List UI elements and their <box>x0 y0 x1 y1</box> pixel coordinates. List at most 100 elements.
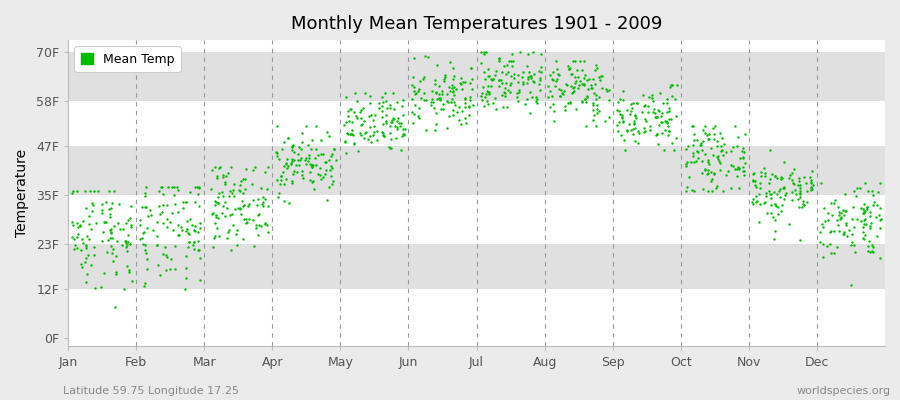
Point <box>261 164 275 170</box>
Point <box>322 132 337 139</box>
Point <box>701 167 716 173</box>
Point <box>477 103 491 110</box>
Point <box>735 155 750 162</box>
Point <box>382 144 397 150</box>
Point <box>866 244 880 250</box>
Point <box>577 58 591 64</box>
Point <box>440 98 454 105</box>
Point <box>746 171 760 177</box>
Point <box>71 224 86 230</box>
Point <box>284 161 298 167</box>
Point <box>257 219 272 226</box>
Point <box>277 163 292 170</box>
Point <box>221 170 236 176</box>
Point <box>652 90 667 96</box>
Point <box>436 76 451 82</box>
Point <box>738 130 752 137</box>
Point <box>632 130 646 136</box>
Point <box>79 243 94 250</box>
Point <box>429 61 444 68</box>
Point <box>752 190 766 197</box>
Point <box>233 211 248 217</box>
Point <box>836 207 850 213</box>
Point <box>406 74 420 80</box>
Point <box>65 190 79 196</box>
Point <box>413 78 428 84</box>
Point <box>616 97 630 103</box>
Point <box>645 109 660 115</box>
Point <box>758 172 772 179</box>
Point <box>443 58 457 65</box>
Point <box>183 189 197 196</box>
Point <box>479 90 493 97</box>
Point <box>97 219 112 225</box>
Point <box>792 175 806 181</box>
Point <box>398 126 412 132</box>
Point <box>710 138 724 144</box>
Point <box>458 94 473 101</box>
Point <box>274 172 288 179</box>
Point <box>728 166 742 172</box>
Point <box>383 102 398 108</box>
Point <box>66 221 80 228</box>
Point <box>156 202 170 208</box>
Point <box>576 81 590 87</box>
Point <box>220 205 235 212</box>
Point <box>658 118 672 124</box>
Point <box>558 103 572 109</box>
Point <box>844 282 859 288</box>
Point <box>759 198 773 205</box>
Point <box>375 121 390 128</box>
Point <box>104 242 118 249</box>
Point <box>716 141 731 147</box>
Point <box>281 163 295 170</box>
Point <box>79 255 94 261</box>
Point <box>88 285 103 291</box>
Point <box>557 88 572 94</box>
Point <box>543 71 557 78</box>
Point <box>670 82 684 88</box>
Point <box>289 162 303 168</box>
Point <box>571 74 585 80</box>
Point <box>497 63 511 69</box>
Point <box>788 186 803 193</box>
Point <box>857 210 871 216</box>
Point <box>698 123 712 129</box>
Point <box>637 128 652 135</box>
Point <box>345 127 359 134</box>
Point <box>874 216 888 222</box>
Point <box>494 77 508 83</box>
Point <box>478 94 492 100</box>
Point <box>476 51 491 57</box>
Point <box>638 102 652 108</box>
Point <box>67 236 81 242</box>
Point <box>687 131 701 138</box>
Point <box>797 174 812 180</box>
Point <box>437 77 452 84</box>
Point <box>698 130 713 137</box>
Point <box>119 219 133 226</box>
Point <box>78 188 93 194</box>
Point <box>520 50 535 57</box>
Point <box>488 71 502 78</box>
Point <box>370 137 384 144</box>
Point <box>572 78 587 84</box>
Point <box>211 214 225 221</box>
Point <box>456 78 471 85</box>
Point <box>176 199 190 205</box>
Point <box>566 84 580 91</box>
Point <box>356 135 371 142</box>
Point <box>137 283 151 289</box>
Point <box>500 62 514 68</box>
Point <box>254 185 268 191</box>
Point <box>616 118 630 124</box>
Point <box>721 168 735 174</box>
Point <box>137 228 151 235</box>
Point <box>689 147 704 154</box>
Point <box>704 169 718 175</box>
Point <box>853 184 868 191</box>
Point <box>98 218 112 225</box>
Point <box>705 176 719 182</box>
Point <box>795 204 809 210</box>
Point <box>429 89 444 95</box>
